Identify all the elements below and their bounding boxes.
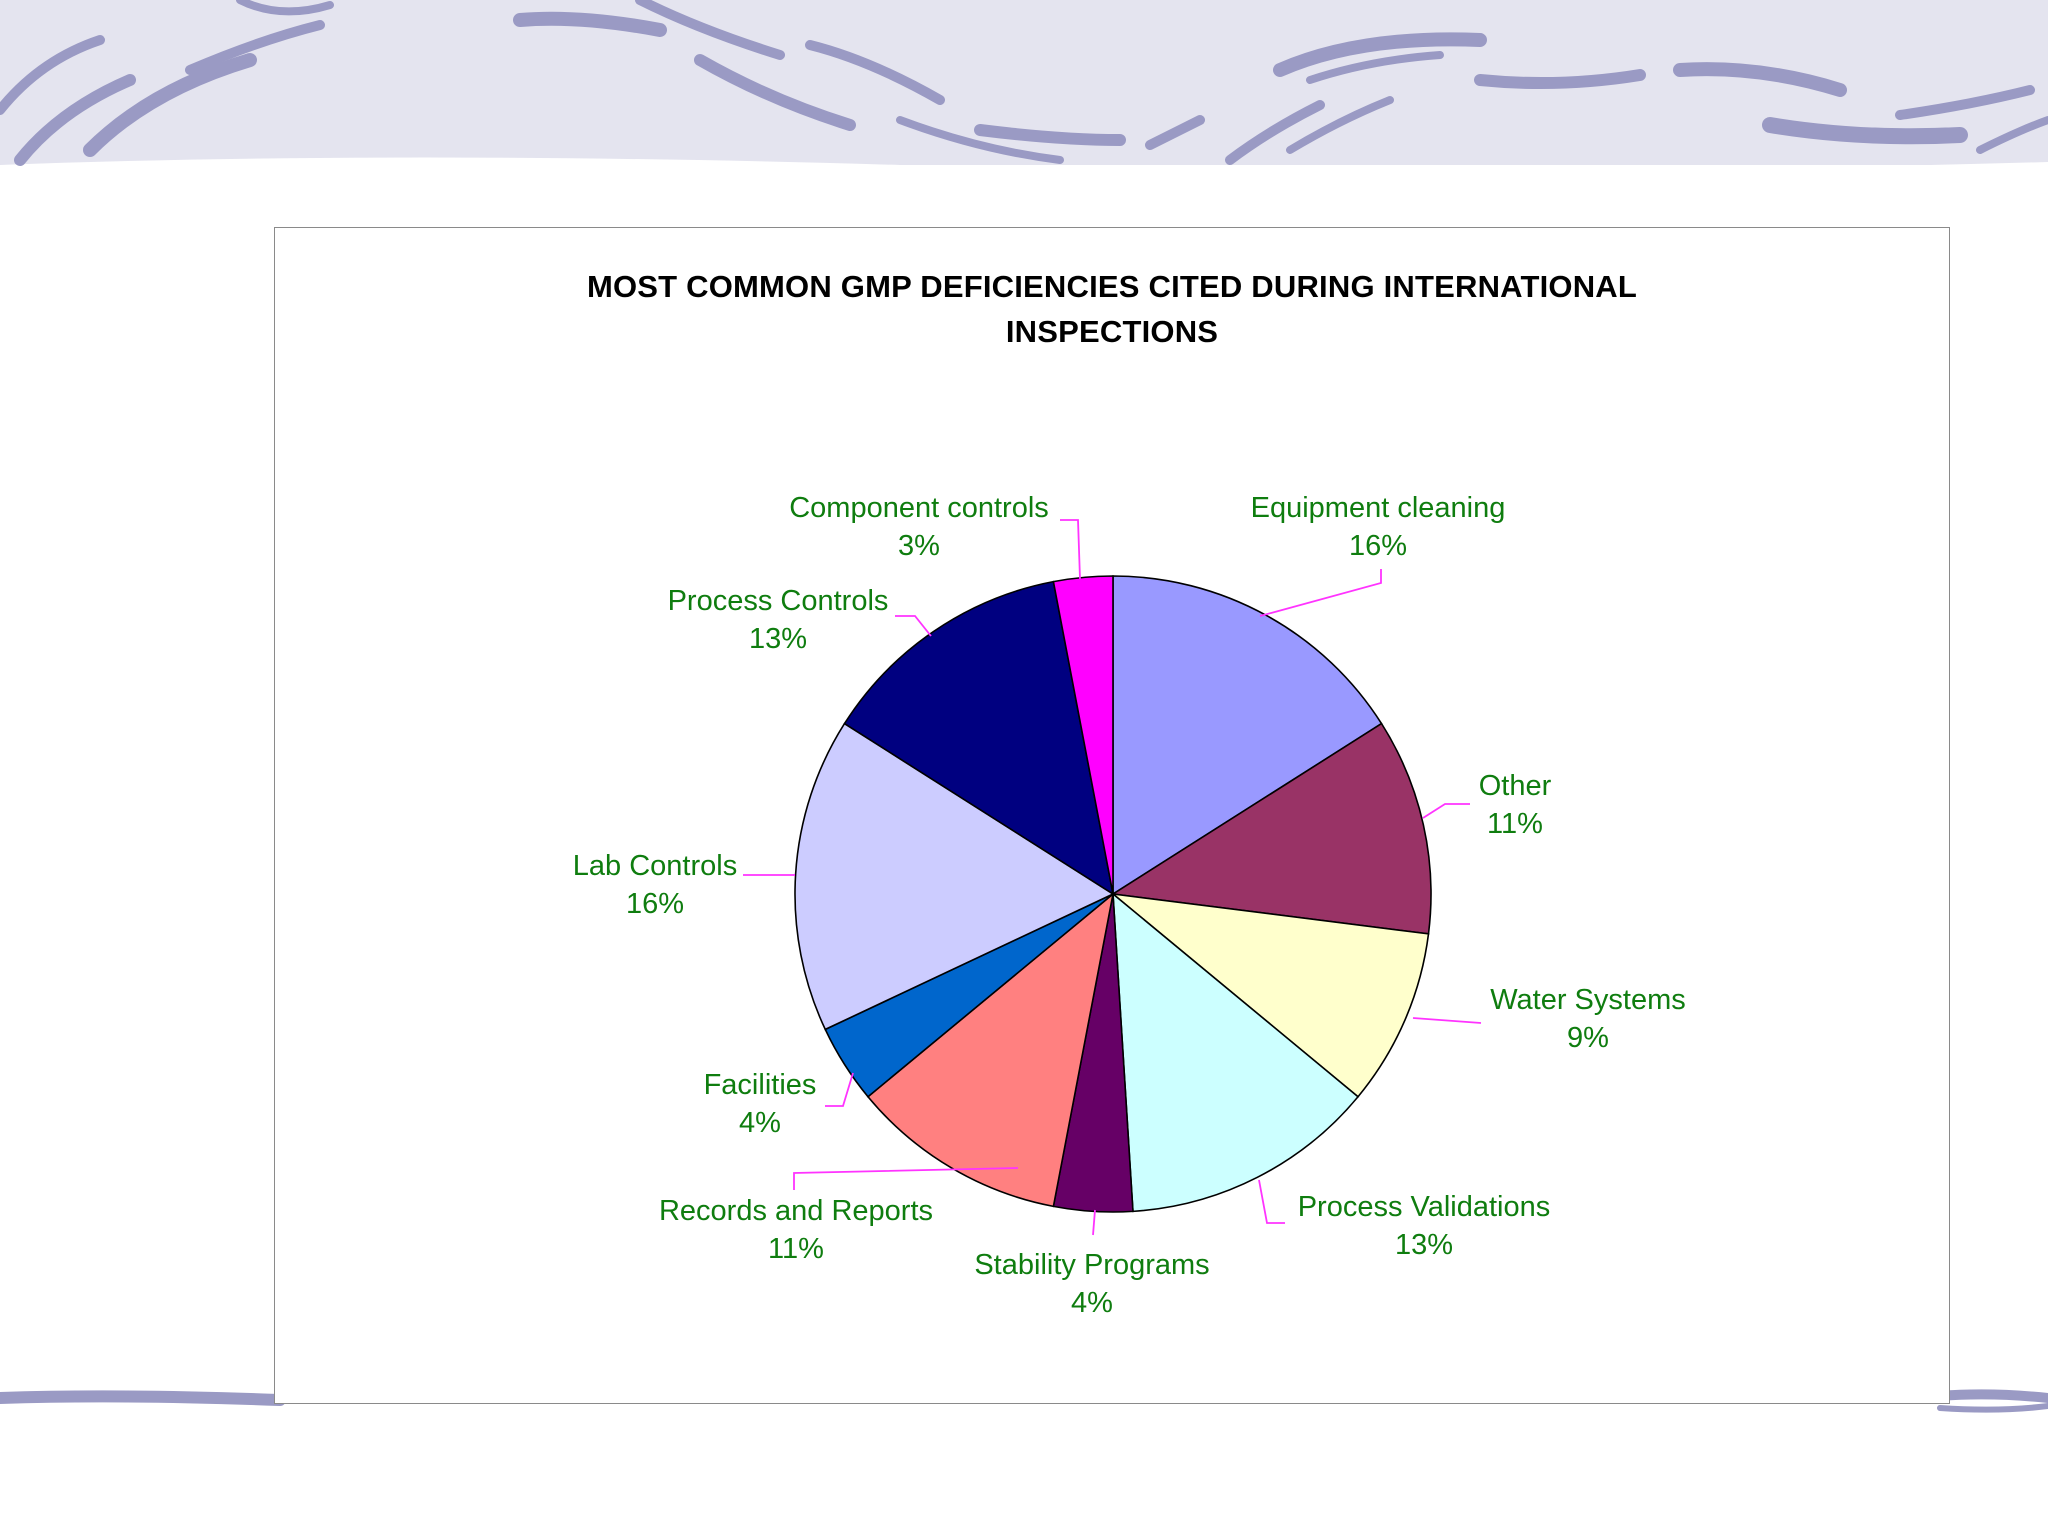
pie-slice-lab-controls [794, 722, 1115, 1031]
slice-label-facilities: Facilities [704, 1069, 817, 1101]
slice-percent-component-controls: 3% [898, 530, 940, 562]
slice-percent-water-systems: 9% [1567, 1022, 1609, 1054]
slice-percent-process-controls: 13% [749, 623, 807, 655]
leader-line-process-validations [1258, 1179, 1285, 1224]
brush-strokes-top [0, 0, 2048, 166]
pie-slice-component-controls [1052, 575, 1114, 895]
slice-percent-other: 11% [1487, 808, 1543, 840]
brush-strokes-bottom [0, 1389, 2048, 1413]
slice-label-stability-programs: Stability Programs [974, 1249, 1209, 1281]
pie-slice-water-systems [1110, 892, 1430, 1098]
slice-percent-stability-programs: 4% [1071, 1287, 1113, 1319]
pie-slice-records-and-reports [866, 891, 1115, 1208]
chart-title: MOST COMMON GMP DEFICIENCIES CITED DURIN… [275, 264, 1949, 354]
pie-slice-process-validations [1112, 892, 1360, 1213]
leader-line-stability-programs [1092, 1209, 1096, 1236]
pie-slice-process-controls [843, 580, 1115, 896]
pie-slice-other [1110, 722, 1432, 935]
slice-label-lab-controls: Lab Controls [573, 850, 737, 882]
leader-line-process-controls [895, 615, 932, 637]
slice-label-process-validations: Process Validations [1298, 1191, 1551, 1223]
slice-percent-process-validations: 13% [1395, 1229, 1453, 1261]
slice-label-records-and-reports: Records and Reports [659, 1195, 933, 1227]
slice-label-other: Other [1479, 770, 1552, 802]
leader-line-component-controls [1060, 519, 1081, 580]
bottom-decorative-band [0, 1389, 2048, 1413]
slice-percent-equipment-cleaning: 16% [1349, 530, 1407, 562]
top-decorative-band [0, 0, 2048, 170]
slice-label-process-controls: Process Controls [668, 585, 889, 617]
slice-percent-records-and-reports: 11% [768, 1233, 824, 1265]
slice-label-equipment-cleaning: Equipment cleaning [1251, 492, 1506, 524]
leader-line-facilities [825, 1072, 854, 1107]
chart-title-line-2: INSPECTIONS [1005, 314, 1219, 349]
leader-line-other [1422, 803, 1470, 819]
leader-line-records-and-reports [793, 1167, 1019, 1190]
chart-frame: MOST COMMON GMP DEFICIENCIES CITED DURIN… [274, 227, 1950, 1404]
slice-percent-facilities: 4% [739, 1107, 781, 1139]
leader-line-water-systems [1412, 1017, 1482, 1024]
leader-line-equipment-cleaning [1259, 569, 1382, 617]
slice-percent-lab-controls: 16% [626, 888, 684, 920]
pie-chart: Equipment cleaning 16% Other 11% Water Syste… [573, 492, 1686, 1319]
slice-label-water-systems: Water Systems [1490, 984, 1686, 1016]
slice-label-component-controls: Component controls [789, 492, 1049, 524]
pie-slice-equipment-cleaning [1112, 575, 1383, 896]
chart-title-line-1: MOST COMMON GMP DEFICIENCIES CITED DURIN… [586, 269, 1638, 304]
